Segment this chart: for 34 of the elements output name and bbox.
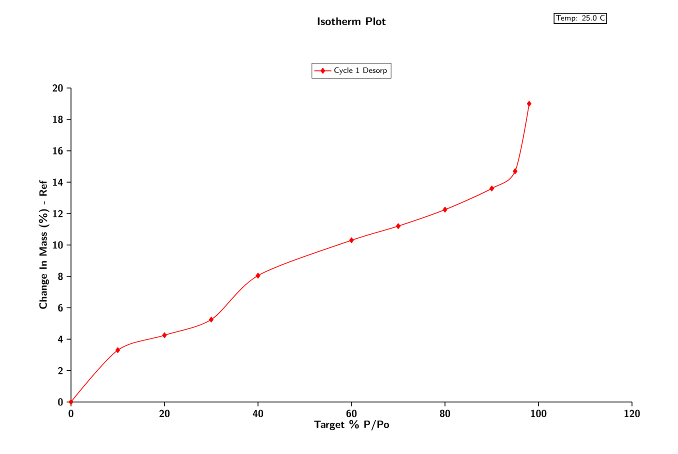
point [115, 347, 120, 354]
y-tick-label: 0 [58, 398, 63, 406]
y-tick-label: 18 [52, 116, 63, 124]
legend-label: Cycle 1 Desorp [334, 67, 387, 74]
y-tick-label: 14 [52, 178, 63, 186]
x-tick-label: 80 [440, 410, 450, 418]
x-tick-label: 20 [159, 410, 170, 418]
point [208, 316, 214, 322]
point [442, 206, 448, 213]
point [526, 100, 532, 107]
y-tick-label: 16 [52, 147, 63, 154]
point [349, 237, 354, 244]
x-tick-label: 100 [531, 410, 546, 418]
point [512, 168, 518, 174]
y-tick-label: 20 [52, 84, 63, 92]
x-tick-label: 120 [624, 410, 640, 418]
point [162, 332, 167, 338]
point [396, 223, 401, 230]
y-axis-title: Change In Mass (%) - Ref [38, 180, 50, 309]
point [68, 399, 74, 405]
x-axis-title: Target % P/Po [314, 420, 390, 431]
x-tick-label: 40 [252, 410, 264, 418]
y-tick-label: 6 [58, 304, 63, 312]
chart-title: Isotherm Plot [318, 17, 386, 26]
x-tick-label: 0 [68, 410, 74, 418]
point [256, 272, 260, 278]
y-tick-label: 10 [52, 241, 63, 249]
y-tick-label: 4 [58, 336, 63, 343]
point [489, 186, 494, 192]
y-tick-label: 12 [52, 210, 63, 218]
y-tick-label: 8 [58, 272, 63, 280]
text: Temp: 25.0 C [556, 14, 605, 22]
y-tick-label: 2 [58, 367, 63, 374]
x-tick-label: 60 [346, 410, 357, 418]
